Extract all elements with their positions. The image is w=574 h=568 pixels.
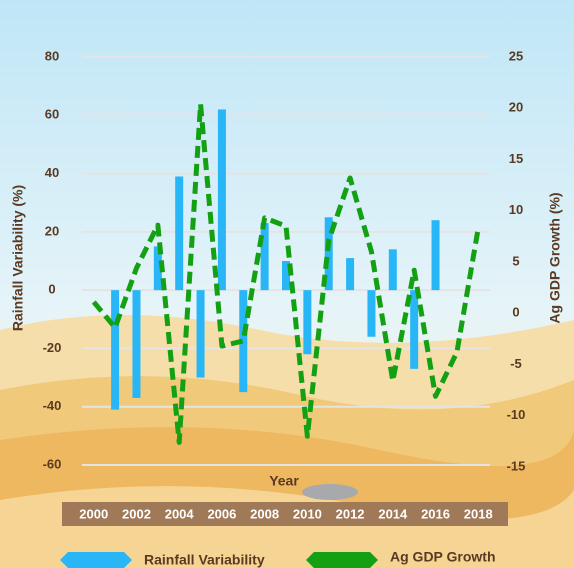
y2-tick-label: 15	[509, 151, 523, 166]
y2-tick-label: -5	[510, 356, 522, 371]
x-tick-label: 2016	[421, 506, 450, 521]
y-axis-title: Rainfall Variability (%)	[10, 185, 26, 331]
bar	[431, 220, 440, 291]
legend-label: Ag GDP Growth	[390, 549, 496, 565]
x-tick-label: 2010	[293, 506, 322, 521]
y2-tick-label: 0	[512, 305, 519, 320]
x-tick-label: 2012	[336, 506, 365, 521]
x-tick-label: 2000	[79, 506, 108, 521]
y-tick-label: 80	[45, 48, 59, 63]
bar	[303, 290, 312, 355]
y2-tick-label: 25	[509, 48, 523, 63]
line	[91, 101, 481, 445]
bar	[282, 261, 290, 291]
legend: Rainfall Variability Ag GDP Growth	[60, 549, 496, 568]
y-tick-label: 60	[45, 107, 59, 122]
x-tick-label: 2014	[378, 506, 408, 521]
x-axis-band	[62, 502, 508, 526]
bar	[217, 109, 226, 291]
bar	[367, 290, 376, 337]
x-tick-label: 2008	[250, 506, 279, 521]
y-tick-label: -40	[43, 398, 62, 413]
bar	[324, 217, 333, 291]
y2-axis-title: Ag GDP Growth (%)	[547, 192, 563, 323]
x-tick-label: 2004	[165, 506, 195, 521]
bar	[239, 290, 248, 393]
bar	[410, 290, 419, 369]
bar	[260, 223, 269, 291]
bar	[196, 290, 205, 378]
legend-swatch	[60, 552, 132, 568]
y-tick-label: 20	[45, 223, 59, 238]
x-tick-label: 2002	[122, 506, 151, 521]
y2-tick-label: 10	[509, 202, 523, 217]
bar	[388, 249, 397, 291]
bar	[346, 258, 355, 291]
legend-swatch	[306, 552, 378, 568]
y2-tick-label: -15	[507, 458, 526, 473]
bar	[132, 290, 141, 398]
y-tick-label: 0	[48, 282, 55, 297]
y2-tick-label: 5	[512, 253, 519, 268]
x-axis-title: Year	[269, 473, 299, 489]
x-tick-label: 2018	[464, 506, 493, 521]
x-tick-label: 2006	[207, 506, 236, 521]
legend-label: Rainfall Variability	[144, 552, 265, 568]
y-tick-label: 40	[45, 165, 59, 180]
bar	[111, 290, 120, 410]
y-tick-label: -20	[43, 340, 62, 355]
y2-tick-label: 20	[509, 100, 523, 115]
bar	[153, 246, 162, 291]
y-tick-label: -60	[43, 456, 62, 471]
bar	[175, 176, 184, 291]
y2-tick-label: -10	[507, 407, 526, 422]
